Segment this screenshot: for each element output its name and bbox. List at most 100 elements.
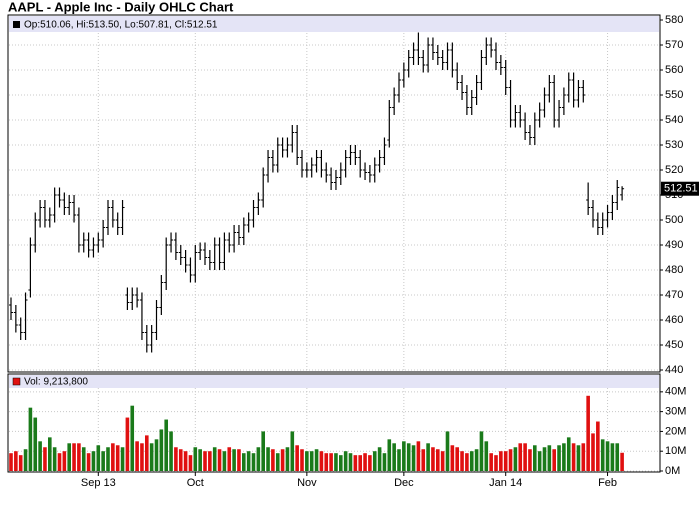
price-header-swatch [13, 21, 20, 28]
volume-bar [450, 445, 455, 471]
volume-bar [460, 451, 464, 471]
y-tick-label: 20M [665, 425, 686, 437]
volume-bar [111, 443, 115, 471]
y-tick-label: 10M [665, 445, 686, 457]
volume-bar [57, 453, 62, 471]
volume-bar [518, 443, 523, 471]
y-tick-label: 450 [665, 339, 683, 351]
volume-bar [566, 437, 571, 471]
volume-bar [368, 455, 372, 471]
volume-bar [484, 441, 489, 471]
volume-bar [217, 449, 222, 471]
volume-header-swatch [12, 377, 21, 386]
volume-bar [309, 451, 314, 471]
volume-bar [154, 439, 159, 471]
y-tick-label: 500 [665, 214, 683, 226]
volume-bar [125, 417, 130, 471]
volume-bar [397, 449, 401, 471]
last-price-box [661, 181, 699, 196]
volume-bar [77, 443, 81, 471]
y-tick-label: 440 [665, 364, 683, 376]
volume-bar [324, 453, 329, 471]
volume-bar [431, 447, 435, 471]
y-tick-label: 540 [665, 114, 683, 126]
volume-bar [343, 451, 348, 471]
volume-bar [96, 445, 101, 471]
volume-bar [557, 445, 561, 471]
volume-bar [14, 451, 18, 471]
volume-bar [571, 443, 576, 471]
volume-bar [445, 431, 450, 471]
volume-bar [581, 443, 586, 471]
volume-bar [528, 449, 532, 471]
volume-header: Vol: 9,213,800 [24, 377, 88, 388]
volume-bar [523, 443, 527, 471]
volume-bar [596, 421, 600, 471]
x-tick-label: Feb [598, 477, 617, 489]
volume-bar [9, 453, 13, 471]
x-tick-label: Sep 13 [81, 477, 116, 489]
volume-bar [411, 445, 416, 471]
volume-bar [552, 449, 556, 471]
volume-bar [212, 447, 217, 471]
volume-bar [86, 453, 91, 471]
volume-bar [183, 451, 188, 471]
volume-bar [149, 443, 154, 471]
volume-bar [542, 447, 547, 471]
y-tick-label: 490 [665, 239, 683, 251]
volume-bar [372, 451, 377, 471]
volume-bar [232, 449, 236, 471]
volume-bar [499, 451, 503, 471]
volume-bar [81, 447, 86, 471]
volume-bar [145, 435, 149, 471]
volume-bar [406, 443, 411, 471]
y-tick-label: 530 [665, 139, 683, 151]
volume-bar [615, 443, 620, 471]
last-price-label: 512.51 [664, 183, 698, 195]
volume-bar [203, 451, 207, 471]
volume-bar [300, 449, 304, 471]
volume-bar [562, 443, 566, 471]
volume-bar [489, 453, 493, 471]
volume-bar [533, 445, 537, 471]
volume-bar [115, 445, 120, 471]
volume-bar [227, 447, 232, 471]
volume-bar [280, 449, 285, 471]
volume-bar [421, 449, 426, 471]
y-tick-label: 520 [665, 164, 683, 176]
volume-bar [62, 451, 67, 471]
volume-bar [237, 449, 241, 471]
y-tick-label: 570 [665, 39, 683, 51]
volume-bar [319, 451, 324, 471]
volume-bar [455, 447, 459, 471]
volume-bar [106, 447, 110, 471]
volume-bar [358, 455, 362, 471]
y-tick-label: 470 [665, 289, 683, 301]
volume-bar [503, 451, 508, 471]
price-frame [7, 14, 661, 373]
volume-bar [508, 449, 513, 471]
y-tick-label: 550 [665, 89, 683, 101]
volume-bar [208, 451, 212, 471]
volume-bar [610, 443, 615, 471]
volume-bar [222, 451, 227, 471]
volume-bar [246, 451, 251, 471]
volume-header-band [9, 375, 659, 388]
volume-bar [339, 455, 343, 471]
volume-bar [334, 453, 338, 471]
volume-bar [67, 443, 71, 471]
price-header: Op:510.06, Hi:513.50, Lo:507.81, Cl:512.… [24, 20, 218, 31]
volume-bar [377, 447, 382, 471]
volume-bar [135, 441, 139, 471]
volume-bar [290, 431, 295, 471]
volume-bar [591, 433, 595, 471]
y-tick-label: 560 [665, 64, 683, 76]
volume-bar [474, 449, 479, 471]
volume-bar [363, 453, 367, 471]
volume-bar [120, 447, 125, 471]
volume-bar [159, 429, 164, 471]
volume-bar [285, 447, 290, 471]
price-panel: 4404504604704804905005105205305405505605… [7, 14, 683, 376]
y-tick-label: 40M [665, 386, 686, 398]
volume-bar [28, 407, 33, 471]
